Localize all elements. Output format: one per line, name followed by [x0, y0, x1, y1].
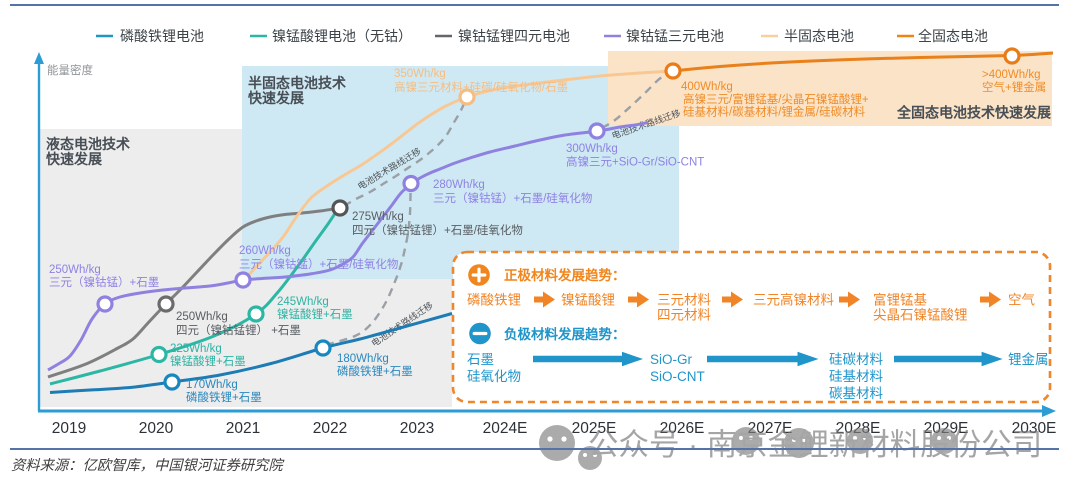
svg-text:碳基材料: 碳基材料: [829, 385, 883, 401]
svg-text:三元材料: 三元材料: [657, 293, 711, 308]
svg-text:公众号 · 南京金鲤新材料股份公司: 公众号 · 南京金鲤新材料股份公司: [588, 428, 1042, 462]
svg-text:磷酸铁锂电池: 磷酸铁锂电池: [120, 28, 204, 44]
svg-text:SiO-CNT: SiO-CNT: [650, 369, 705, 384]
svg-text:250Wh/kg: 250Wh/kg: [49, 264, 101, 276]
svg-text:负极材料发展趋势：: 负极材料发展趋势：: [504, 326, 626, 342]
svg-text:全固态电池技术快速发展: 全固态电池技术快速发展: [896, 105, 1051, 121]
svg-text:磷酸铁锂: 磷酸铁锂: [467, 293, 521, 308]
svg-text:275Wh/kg: 275Wh/kg: [352, 211, 404, 223]
svg-text:快速发展: 快速发展: [248, 90, 304, 106]
svg-text:高镍三元+SiO-Gr/SiO-CNT: 高镍三元+SiO-Gr/SiO-CNT: [566, 155, 704, 169]
svg-text:四元材料: 四元材料: [657, 308, 711, 323]
svg-text:磷酸铁锂+石墨: 磷酸铁锂+石墨: [337, 364, 413, 378]
svg-text:空气: 空气: [1008, 293, 1035, 308]
svg-text:硅基材料: 硅基材料: [829, 368, 883, 384]
svg-text:硅碳材料: 硅碳材料: [829, 352, 883, 367]
svg-text:2023: 2023: [400, 420, 434, 437]
svg-text:2022: 2022: [313, 420, 347, 437]
svg-text:镍钴锰锂四元电池: 镍钴锰锂四元电池: [458, 28, 570, 44]
svg-text:能量密度: 能量密度: [47, 63, 93, 77]
svg-text:250Wh/kg: 250Wh/kg: [176, 311, 228, 323]
svg-text:2024E: 2024E: [483, 420, 528, 437]
svg-text:2030E: 2030E: [1012, 420, 1057, 437]
svg-text:170Wh/kg: 170Wh/kg: [186, 379, 238, 391]
svg-text:硅基材料/碳基材料/锂金属/硅碳材料: 硅基材料/碳基材料/锂金属/硅碳材料: [683, 105, 866, 119]
svg-text:245Wh/kg: 245Wh/kg: [277, 296, 329, 308]
svg-text:300Wh/kg: 300Wh/kg: [566, 143, 618, 155]
svg-text:2025E: 2025E: [572, 420, 617, 437]
svg-text:三元（镍钴锰）+石墨/硅氧化物: 三元（镍钴锰）+石墨/硅氧化物: [239, 257, 398, 271]
svg-text:快速发展: 快速发展: [46, 151, 102, 167]
svg-text:液态电池技术: 液态电池技术: [46, 136, 130, 152]
svg-text:镍锰酸锂+石墨: 镍锰酸锂+石墨: [277, 307, 353, 321]
svg-text:四元（镍钴锰锂） +石墨: 四元（镍钴锰锂） +石墨: [176, 323, 301, 337]
svg-text:三元（镍钴锰）+石墨/硅氧化物: 三元（镍钴锰）+石墨/硅氧化物: [433, 191, 592, 205]
svg-text:400Wh/kg: 400Wh/kg: [681, 81, 733, 93]
svg-text:>400Wh/kg: >400Wh/kg: [982, 69, 1041, 81]
svg-text:镍锰酸锂电池（无钴）: 镍锰酸锂电池（无钴）: [272, 28, 412, 44]
svg-text:260Wh/kg: 260Wh/kg: [239, 245, 291, 257]
svg-text:三元高镍材料: 三元高镍材料: [753, 292, 834, 308]
svg-text:2027E: 2027E: [748, 420, 793, 437]
svg-text:半固态电池: 半固态电池: [784, 28, 854, 44]
svg-text:2021: 2021: [226, 420, 260, 437]
svg-text:富锂锰基: 富锂锰基: [873, 292, 927, 308]
svg-text:镍锰酸锂: 镍锰酸锂: [561, 293, 615, 308]
svg-text:锂金属: 锂金属: [1008, 352, 1049, 367]
svg-text:四元（镍钴锰锂）+石墨/硅氧化物: 四元（镍钴锰锂）+石墨/硅氧化物: [352, 223, 523, 237]
svg-text:硅氧化物: 硅氧化物: [467, 369, 521, 384]
svg-text:半固态电池技术: 半固态电池技术: [248, 75, 346, 91]
svg-text:180Wh/kg: 180Wh/kg: [337, 353, 389, 365]
svg-text:280Wh/kg: 280Wh/kg: [433, 179, 485, 191]
svg-text:镍锰酸锂+石墨: 镍锰酸锂+石墨: [170, 354, 246, 368]
svg-text:三元（镍钴锰）+石墨: 三元（镍钴锰）+石墨: [49, 275, 159, 289]
svg-text:2019: 2019: [52, 420, 86, 437]
svg-text:225Wh/kg: 225Wh/kg: [170, 343, 222, 355]
svg-text:磷酸铁锂+石墨: 磷酸铁锂+石墨: [186, 390, 262, 404]
svg-text:高镍三元材料+硅碳/硅氧化物/石墨: 高镍三元材料+硅碳/硅氧化物/石墨: [394, 80, 568, 94]
svg-text:SiO-Gr: SiO-Gr: [650, 352, 693, 367]
svg-text:正极材料发展趋势：: 正极材料发展趋势：: [504, 267, 626, 283]
svg-text:高镍三元/富锂锰基/尖晶石镍锰酸锂+: 高镍三元/富锂锰基/尖晶石镍锰酸锂+: [683, 92, 869, 106]
svg-text:2020: 2020: [139, 420, 174, 437]
svg-text:镍钴锰三元电池: 镍钴锰三元电池: [626, 28, 724, 44]
svg-text:全固态电池: 全固态电池: [918, 28, 988, 44]
svg-text:350Wh/kg: 350Wh/kg: [394, 68, 446, 80]
svg-text:尖晶石镍锰酸锂: 尖晶石镍锰酸锂: [873, 308, 968, 323]
svg-text:2026E: 2026E: [660, 420, 705, 437]
svg-text:石墨: 石墨: [467, 352, 494, 367]
svg-text:资料来源：亿欧智库，中国银河证券研究院: 资料来源：亿欧智库，中国银河证券研究院: [11, 457, 285, 474]
svg-text:空气+锂金属: 空气+锂金属: [982, 80, 1046, 94]
